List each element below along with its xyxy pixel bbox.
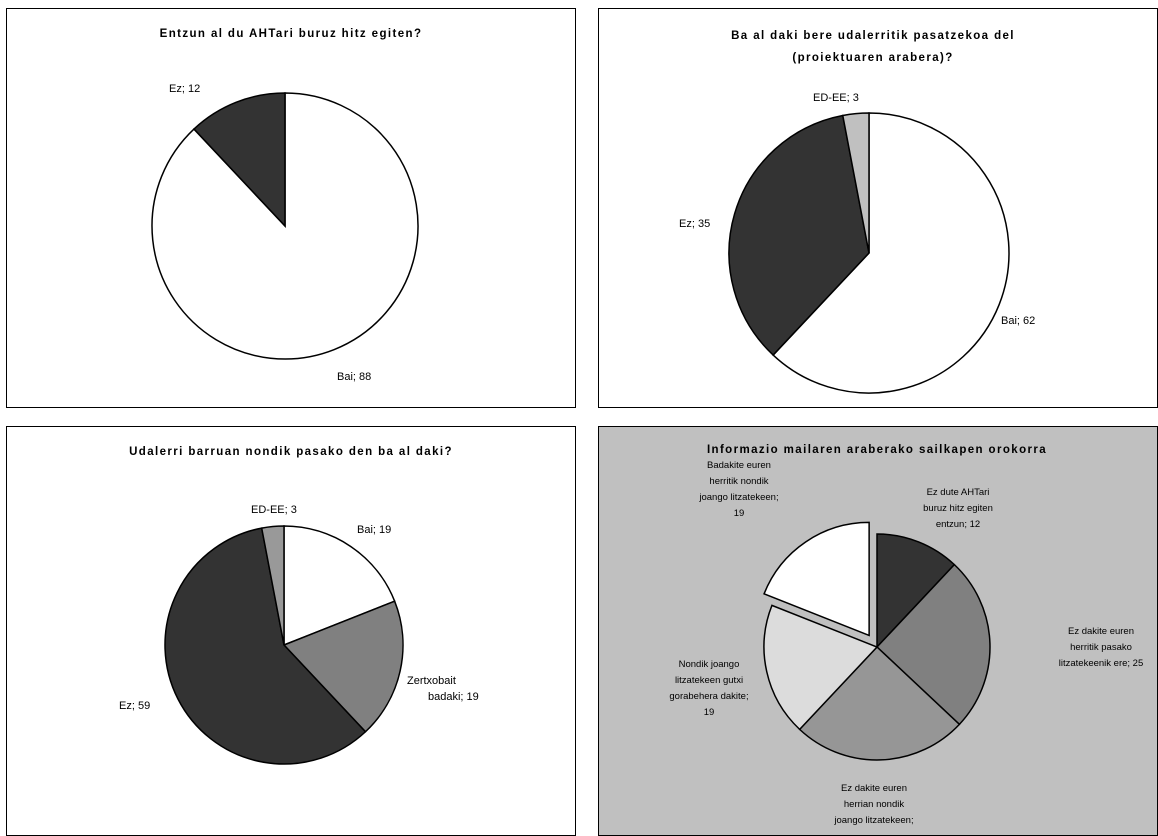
svg-text:herritik pasako: herritik pasako [1070, 642, 1132, 653]
slice-label-bai: Bai; 19 [357, 524, 391, 536]
slice-label-ez-dute: Ez dute AHTari buruz hitz egiten entzun;… [923, 487, 993, 530]
svg-text:Nondik joango: Nondik joango [679, 659, 740, 670]
slice-label-ez-dakite-herrian: Ez dakite euren herrian nondik joango li… [833, 783, 913, 826]
svg-text:Ez dakite euren: Ez dakite euren [841, 783, 907, 794]
pie-slice-bai [772, 112, 1010, 394]
svg-text:litzatekeen gutxi: litzatekeen gutxi [675, 675, 743, 686]
slice-label-ez: Ez; 35 [679, 218, 710, 230]
slice-label-ez-dakite-herritik: Ez dakite euren herritik pasako litzatek… [1059, 626, 1144, 669]
pie-slice-zertxobait-badaki [282, 600, 404, 733]
slice-label-badakite: Badakite euren herritik nondik joango li… [698, 460, 778, 519]
chart-panel-passes-through-town: Ba al daki bere udalerritik pasatzekoa d… [598, 8, 1158, 408]
svg-text:Badakite euren: Badakite euren [707, 460, 771, 471]
pie-slice-ez-dakite-euren-herrian-nondik-joango-litzatekeen [798, 645, 961, 761]
svg-text:19: 19 [704, 707, 715, 718]
chart-title: Entzun al du AHTari buruz hitz egiten? [160, 28, 423, 40]
svg-text:herritik nondik: herritik nondik [709, 476, 768, 487]
pie-slice-ed-ee [841, 112, 870, 254]
slice-label-ed-ee: ED-EE; 3 [251, 504, 297, 516]
pie-slice-ez-dute-ahtari-buruz-hitz-egiten-entzun [876, 533, 956, 649]
slice-label-bai: Bai; 88 [337, 371, 371, 383]
chart-panel-where-in-town: Udalerri barruan nondik pasako den ba al… [6, 426, 576, 836]
slice-label-ez: Ez; 12 [169, 83, 200, 95]
pie-chart-1: Entzun al du AHTari buruz hitz egiten? E… [151, 28, 423, 383]
pie-slice-bai [283, 525, 396, 647]
slice-label-nondik: Nondik joango litzatekeen gutxi gorabehe… [669, 659, 748, 718]
svg-text:herrian nondik: herrian nondik [844, 799, 904, 810]
svg-text:Ez dute AHTari: Ez dute AHTari [927, 487, 990, 498]
pie-chart-4: Informazio mailaren araberako sailkapen … [669, 444, 1144, 826]
svg-text:gorabehera dakite;: gorabehera dakite; [669, 691, 748, 702]
pie-chart-3: Udalerri barruan nondik pasako den ba al… [119, 446, 479, 765]
slice-label-ed-ee: ED-EE; 3 [813, 92, 859, 104]
svg-text:19: 19 [734, 508, 745, 519]
slice-label-zertxobait-line-1: Zertxobait [407, 675, 456, 687]
svg-text:litzatekeenik ere; 25: litzatekeenik ere; 25 [1059, 658, 1144, 669]
svg-text:entzun; 12: entzun; 12 [936, 519, 980, 530]
chart-title: Udalerri barruan nondik pasako den ba al… [129, 446, 453, 458]
pie-slice-ez [192, 92, 286, 228]
pie-slice-badakite-euren-herritik-nondik-joango-litzatekeen [763, 521, 870, 637]
pie-chart-2: Ba al daki bere udalerritik pasatzekoa d… [679, 30, 1035, 394]
svg-text:joango litzatekeen;: joango litzatekeen; [833, 815, 913, 826]
chart-panel-overall-classification: Informazio mailaren araberako sailkapen … [598, 426, 1158, 836]
chart-panel-heard-of-aht: Entzun al du AHTari buruz hitz egiten? E… [6, 8, 576, 408]
chart-title-line-2: (proiektuaren arabera)? [792, 52, 953, 64]
pie-slice-ed-ee [260, 525, 285, 646]
svg-text:Ez dakite euren: Ez dakite euren [1068, 626, 1134, 637]
svg-text:joango litzatekeen;: joango litzatekeen; [698, 492, 778, 503]
pie-slice-ez [728, 114, 870, 357]
svg-text:buruz hitz egiten: buruz hitz egiten [923, 503, 993, 514]
pie-slice-ez [164, 527, 367, 765]
slice-label-zertxobait-line-2: badaki; 19 [428, 691, 479, 703]
slice-label-bai: Bai; 62 [1001, 315, 1035, 327]
slice-label-ez: Ez; 59 [119, 700, 150, 712]
pie-slice-nondik-joango-litzatekeen-gutxi-gorabehera-dakite [763, 604, 879, 731]
chart-title: Informazio mailaren araberako sailkapen … [707, 444, 1047, 456]
pie-slice-ez-dakite-euren-herritik-pasako-litzatekeenik-ere [875, 563, 991, 726]
chart-title-line-1: Ba al daki bere udalerritik pasatzekoa d… [731, 30, 1015, 42]
